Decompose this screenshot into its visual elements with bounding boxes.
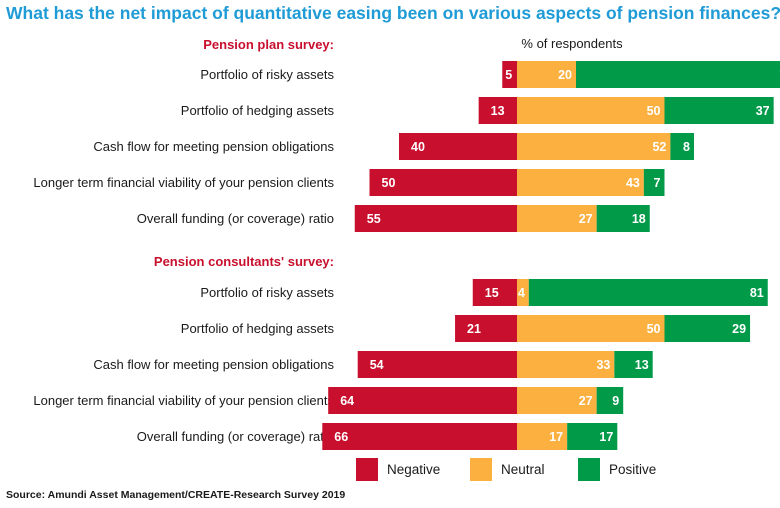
data-label-positive: 13: [635, 358, 649, 372]
source-note: Source: Amundi Asset Management/CREATE-R…: [6, 489, 346, 501]
bar-neutral: [517, 169, 644, 196]
bar-negative: [357, 351, 517, 378]
data-label-neutral: 50: [647, 104, 661, 118]
bar-positive: [567, 423, 618, 450]
category-label: Longer term financial viability of your …: [33, 393, 334, 408]
data-label-positive: 37: [756, 104, 770, 118]
data-label-negative: 15: [485, 286, 499, 300]
data-label-positive: 7: [654, 176, 661, 190]
section-label: Pension consultants' survey:: [154, 254, 334, 269]
data-label-neutral: 27: [579, 212, 593, 226]
data-label-negative: 50: [382, 176, 396, 190]
data-label-neutral: 17: [549, 430, 563, 444]
bar-positive: [528, 279, 768, 306]
category-label: Portfolio of risky assets: [200, 67, 334, 82]
legend-swatch-positive: [578, 458, 600, 481]
category-label: Portfolio of hedging assets: [181, 321, 335, 336]
legend-label-positive: Positive: [609, 462, 656, 477]
bar-neutral: [517, 423, 568, 450]
data-label-positive: 18: [632, 212, 646, 226]
category-label: Portfolio of hedging assets: [181, 103, 335, 118]
data-label-positive: 17: [599, 430, 613, 444]
bar-positive: [643, 169, 665, 196]
data-label-negative: 21: [467, 322, 481, 336]
data-label-positive: 29: [732, 322, 746, 336]
category-label: Portfolio of risky assets: [200, 285, 334, 300]
data-label-negative: 54: [370, 358, 384, 372]
data-label-negative: 66: [334, 430, 348, 444]
y-axis-label: % of respondents: [521, 36, 623, 51]
section-label: Pension plan survey:: [203, 37, 334, 52]
data-label-positive: 81: [750, 286, 764, 300]
data-label-negative: 64: [340, 394, 354, 408]
bar-negative: [369, 169, 517, 196]
chart-title: What has the net impact of quantitative …: [6, 3, 780, 23]
bar-negative: [399, 133, 517, 160]
data-label-negative: 13: [491, 104, 505, 118]
data-label-neutral: 43: [626, 176, 640, 190]
data-label-neutral: 27: [579, 394, 593, 408]
bar-neutral: [517, 279, 529, 306]
bar-neutral: [517, 205, 597, 232]
data-label-neutral: 20: [558, 68, 572, 82]
data-label-neutral: 50: [647, 322, 661, 336]
bar-neutral: [517, 387, 597, 414]
bar-positive: [670, 133, 694, 160]
data-label-negative: 55: [367, 212, 381, 226]
data-label-neutral: 33: [596, 358, 610, 372]
category-label: Cash flow for meeting pension obligation…: [93, 357, 334, 372]
legend-label-negative: Negative: [387, 462, 440, 477]
legend-swatch-neutral: [470, 458, 492, 481]
bar-negative: [322, 423, 517, 450]
category-label: Overall funding (or coverage) ratio: [137, 211, 334, 226]
bar-negative: [478, 97, 517, 124]
data-label-negative: 40: [411, 140, 425, 154]
legend-label-neutral: Neutral: [501, 462, 545, 477]
data-label-negative: 5: [505, 68, 512, 82]
bar-positive: [614, 351, 653, 378]
bar-positive: [664, 97, 774, 124]
bar-neutral: [517, 133, 671, 160]
category-label: Longer term financial viability of your …: [33, 175, 334, 190]
legend-swatch-negative: [356, 458, 378, 481]
bar-negative: [328, 387, 517, 414]
bar-positive: [596, 387, 624, 414]
bar-negative: [502, 61, 517, 88]
data-label-positive: 9: [612, 394, 619, 408]
bar-positive: [664, 315, 751, 342]
bar-positive: [576, 61, 780, 88]
bar-neutral: [517, 97, 665, 124]
category-label: Overall funding (or coverage) ratio: [137, 429, 334, 444]
bar-neutral: [517, 351, 615, 378]
bar-negative: [472, 279, 517, 306]
data-label-neutral: 52: [652, 140, 666, 154]
data-label-positive: 8: [683, 140, 690, 154]
bar-negative: [354, 205, 517, 232]
data-label-neutral: 4: [518, 286, 525, 300]
bar-negative: [455, 315, 517, 342]
bar-neutral: [517, 315, 665, 342]
bar-neutral: [517, 61, 576, 88]
legend: Negative Neutral Positive: [356, 458, 656, 481]
bar-positive: [596, 205, 650, 232]
category-label: Cash flow for meeting pension obligation…: [93, 139, 334, 154]
